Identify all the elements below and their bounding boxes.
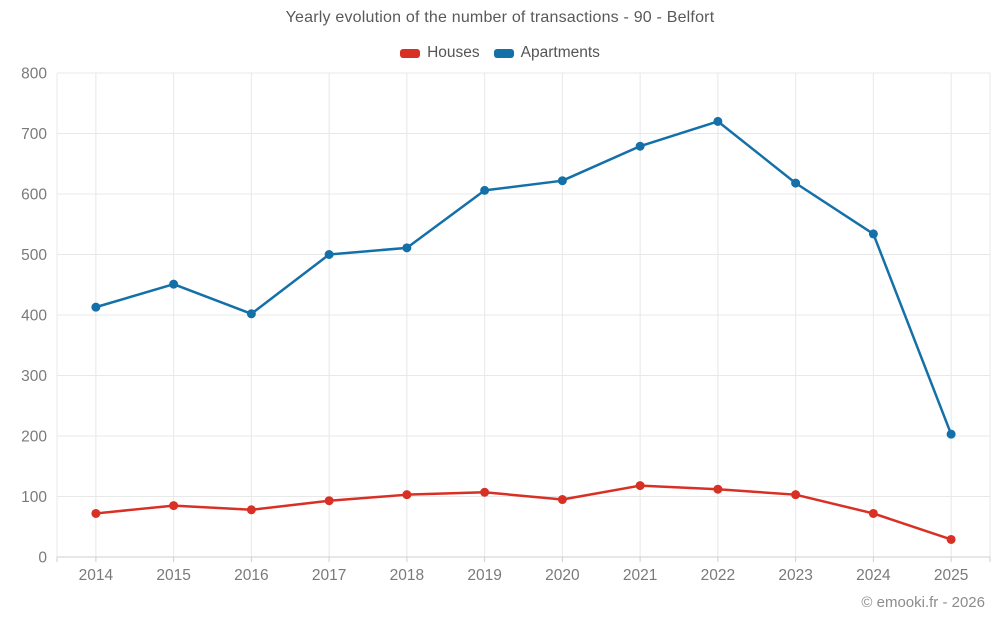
x-tick-label: 2024	[856, 567, 891, 584]
data-point-apartments-2015[interactable]	[169, 279, 179, 289]
x-tick-label: 2015	[156, 567, 190, 584]
data-point-houses-2018[interactable]	[402, 490, 412, 500]
data-point-apartments-2017[interactable]	[324, 250, 334, 259]
data-point-houses-2014[interactable]	[91, 508, 101, 518]
data-point-apartments-2021[interactable]	[635, 141, 645, 151]
data-point-apartments-2019[interactable]	[480, 185, 490, 195]
data-point-apartments-2025[interactable]	[946, 429, 956, 439]
data-point-apartments-2014[interactable]	[91, 302, 101, 312]
data-point-houses-2017[interactable]	[324, 496, 334, 506]
x-tick-label: 2025	[934, 567, 968, 584]
x-tick-label: 2014	[79, 567, 114, 584]
x-tick-label: 2023	[778, 567, 812, 584]
data-point-houses-2022[interactable]	[713, 484, 723, 494]
houses-legend-marker-icon	[400, 48, 421, 58]
data-point-houses-2025[interactable]	[946, 534, 956, 544]
legend-label-houses: Houses	[427, 44, 480, 61]
data-point-apartments-2022[interactable]	[713, 116, 723, 126]
y-tick-label: 700	[21, 126, 47, 143]
y-tick-label: 400	[21, 308, 47, 325]
legend-item-houses[interactable]: Houses	[400, 44, 480, 62]
y-tick-label: 100	[21, 489, 47, 506]
y-tick-label: 800	[21, 66, 47, 83]
data-point-apartments-2023[interactable]	[791, 178, 801, 188]
data-point-houses-2015[interactable]	[169, 501, 179, 511]
data-point-houses-2020[interactable]	[557, 495, 567, 505]
x-tick-label: 2019	[467, 567, 501, 584]
data-point-houses-2016[interactable]	[246, 505, 256, 515]
series-line-apartments	[94, 120, 953, 436]
data-point-houses-2024[interactable]	[868, 508, 878, 518]
data-point-houses-2021[interactable]	[635, 481, 645, 491]
data-point-apartments-2020[interactable]	[557, 176, 567, 186]
data-point-houses-2023[interactable]	[791, 490, 801, 500]
data-point-apartments-2024[interactable]	[868, 229, 878, 239]
data-point-houses-2019[interactable]	[480, 487, 490, 497]
apartments-legend-marker-icon	[493, 48, 514, 58]
x-tick-label: 2020	[545, 567, 580, 584]
data-point-apartments-2018[interactable]	[402, 243, 412, 253]
y-tick-label: 300	[21, 368, 47, 385]
x-tick-label: 2017	[312, 567, 346, 584]
y-tick-label: 600	[21, 187, 47, 204]
y-tick-label: 500	[21, 247, 47, 264]
copyright: © emooki.fr - 2026	[861, 594, 985, 611]
legend-label-apartments: Apartments	[520, 44, 600, 61]
data-point-apartments-2016[interactable]	[246, 309, 256, 319]
x-tick-label: 2021	[623, 567, 657, 584]
x-tick-label: 2022	[701, 567, 735, 584]
y-tick-label: 200	[21, 429, 47, 446]
x-tick-label: 2018	[390, 567, 424, 584]
series-line-houses	[94, 484, 953, 541]
legend-item-apartments[interactable]: Apartments	[493, 44, 600, 62]
x-tick-label: 2016	[234, 567, 268, 584]
legend: Houses Apartments	[0, 44, 1000, 62]
y-tick-label: 0	[38, 550, 47, 567]
chart-title: Yearly evolution of the number of transa…	[285, 9, 715, 26]
